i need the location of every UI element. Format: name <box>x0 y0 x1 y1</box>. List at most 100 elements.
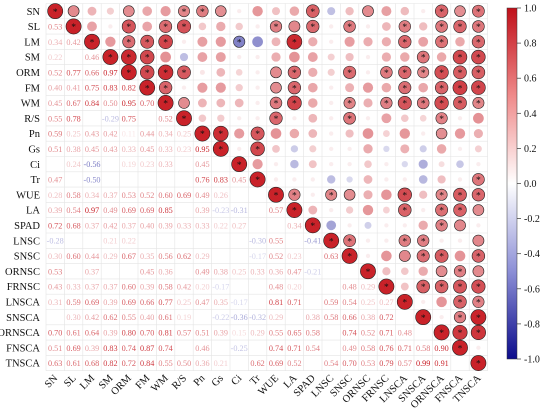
corr-circle <box>310 192 315 197</box>
corr-label: 0.33 <box>195 221 209 230</box>
row-label: SNSC <box>14 252 40 263</box>
corr-circle <box>417 234 430 247</box>
significance-mark: * <box>476 253 481 263</box>
column-label: Pn <box>192 373 208 389</box>
corr-circle <box>289 128 300 139</box>
significance-mark: * <box>476 54 481 64</box>
corr-label: -0.41 <box>304 237 321 246</box>
corr-circle <box>121 19 136 34</box>
corr-circle <box>418 220 428 231</box>
corr-circle <box>310 177 315 182</box>
corr-label: 0.58 <box>324 313 338 322</box>
corr-circle <box>102 49 119 65</box>
corr-label: 0.95 <box>195 145 209 154</box>
corr-label: 0.58 <box>416 344 430 353</box>
significance-mark: * <box>402 237 407 247</box>
row-label: LNSCA <box>6 297 41 308</box>
corr-circle <box>365 24 371 29</box>
corr-circle <box>471 35 485 49</box>
corr-circle <box>329 100 334 106</box>
corr-circle <box>307 52 318 62</box>
corr-label: 0.37 <box>85 267 99 276</box>
corr-circle <box>476 162 481 167</box>
corr-label: 0.49 <box>195 191 209 200</box>
corr-label: 0.56 <box>158 252 172 261</box>
corr-label: -0.50 <box>83 175 100 184</box>
corr-circle <box>453 19 467 34</box>
corr-label: 0.40 <box>48 84 62 93</box>
corr-circle <box>381 6 392 17</box>
corr-circle <box>255 24 260 29</box>
significance-mark: * <box>163 69 168 79</box>
corr-label: 0.38 <box>361 313 375 322</box>
corr-circle <box>178 97 190 109</box>
significance-mark: * <box>126 69 131 79</box>
corr-label: 0.74 <box>269 344 283 353</box>
significance-mark: * <box>182 115 187 125</box>
corr-label: 0.51 <box>48 145 62 154</box>
corr-circle <box>216 67 226 77</box>
corr-circle <box>401 161 408 168</box>
corr-label: 0.21 <box>103 237 117 246</box>
corr-circle <box>341 248 358 264</box>
significance-mark: * <box>237 161 242 171</box>
significance-mark: * <box>347 115 352 125</box>
significance-mark: * <box>145 69 150 79</box>
significance-mark: * <box>126 38 131 48</box>
corr-circle <box>343 188 356 201</box>
corr-label: 0.63 <box>324 252 338 261</box>
corr-label: 0.52 <box>287 359 301 368</box>
significance-mark: * <box>274 23 279 33</box>
significance-mark: * <box>458 298 463 308</box>
significance-mark: * <box>439 191 444 201</box>
significance-mark: * <box>439 23 444 33</box>
corr-circle <box>235 69 243 76</box>
corr-label: 0.87 <box>140 344 154 353</box>
corr-circle <box>199 69 205 75</box>
corr-circle <box>329 207 334 213</box>
significance-mark: * <box>476 100 481 110</box>
significance-mark: * <box>421 54 426 64</box>
corr-circle <box>433 324 450 341</box>
corr-circle <box>452 324 468 340</box>
corr-circle <box>416 279 430 294</box>
corr-circle <box>381 82 392 93</box>
column-label: SN <box>43 373 61 391</box>
significance-mark: * <box>145 84 150 94</box>
corr-circle <box>470 309 487 326</box>
corr-label: 0.22 <box>122 237 136 246</box>
corr-circle <box>401 114 409 123</box>
column-label: WUE <box>256 373 281 398</box>
corr-label: 0.49 <box>103 206 117 215</box>
corr-circle <box>457 177 463 182</box>
corr-circle <box>362 128 374 139</box>
corr-circle <box>398 234 411 247</box>
corr-circle <box>269 96 283 110</box>
corr-circle <box>435 203 449 217</box>
corr-circle <box>343 65 357 79</box>
corr-label: 0.34 <box>158 130 172 139</box>
significance-mark: * <box>255 145 260 155</box>
significance-mark: * <box>476 69 481 79</box>
corr-circle <box>212 140 229 157</box>
corr-circle <box>345 83 355 93</box>
corr-label: 0.42 <box>66 38 80 47</box>
corr-circle <box>453 96 467 110</box>
corr-circle <box>215 82 226 93</box>
corr-circle <box>234 98 244 108</box>
corr-label: -0.25 <box>231 344 248 353</box>
significance-mark: * <box>458 69 463 79</box>
corr-label: 0.70 <box>140 99 154 108</box>
significance-mark: * <box>255 130 260 140</box>
corr-circle <box>476 223 481 228</box>
significance-mark: * <box>218 130 223 140</box>
corr-label: 0.29 <box>103 252 117 261</box>
corr-label: 0.27 <box>232 221 246 230</box>
corr-circle <box>362 82 374 93</box>
corr-label: 0.53 <box>361 359 375 368</box>
corr-label: 0.42 <box>103 221 117 230</box>
significance-mark: * <box>458 84 463 94</box>
corr-label: 0.15 <box>232 328 246 337</box>
significance-mark: * <box>292 69 297 79</box>
